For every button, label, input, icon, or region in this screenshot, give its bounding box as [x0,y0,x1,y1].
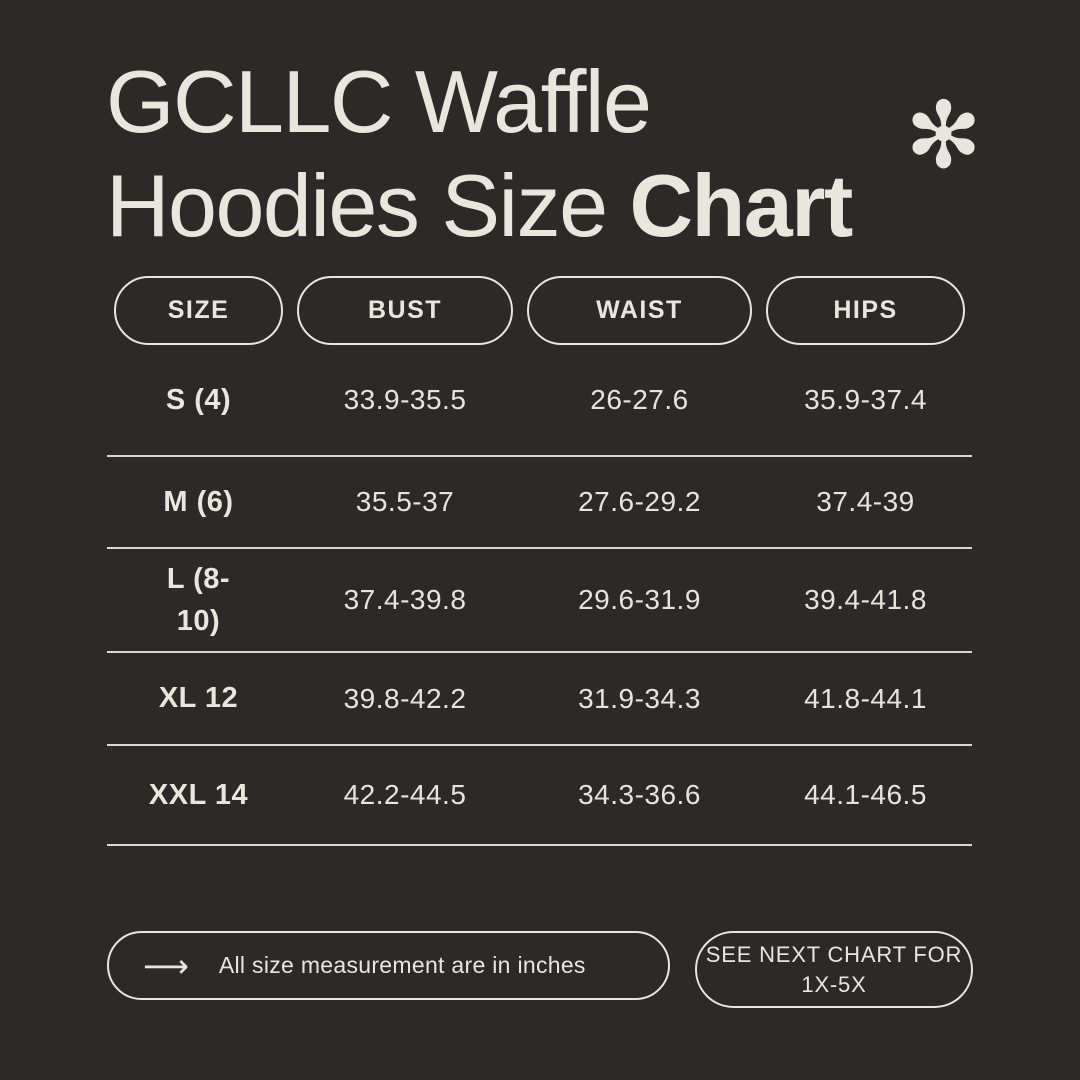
table-row: XXL 14 42.2-44.5 34.3-36.6 44.1-46.5 [107,746,972,846]
waist-cell: 31.9-34.3 [578,682,701,714]
bust-cell: 37.4-39.8 [343,584,467,615]
right-arrow-icon: ⟶ [143,946,189,985]
size-cell: M (6) [163,485,234,518]
waist-cell: 27.6-29.2 [578,486,701,517]
waist-cell: 26-27.6 [590,384,689,415]
next-chart-pill: SEE NEXT CHART FOR 1X-5X [695,931,973,1008]
title-line2: Hoodies Size [106,155,630,255]
table-row: M (6) 35.5-37 27.6-29.2 37.4-39 [107,457,972,549]
waist-cell: 34.3-36.6 [578,779,701,810]
hips-cell: 37.4-39 [816,486,915,517]
page-title: GCLLC Waffle Hoodies Size Chart [106,50,853,258]
units-note-pill: ⟶ All size measurement are in inches [107,931,670,1000]
column-header-size: SIZE [114,276,283,345]
table-row: XL 12 39.8-42.2 31.9-34.3 41.8-44.1 [107,653,972,746]
bust-cell: 35.5-37 [355,486,455,517]
size-table: SIZE BUST WAIST HIPS S (4) 33.9-35.5 26-… [107,276,972,846]
size-cell: S (4) [165,383,232,416]
size-cell: L (8-10) [166,562,231,637]
title-line2-bold: Chart [629,155,853,255]
table-row: S (4) 33.9-35.5 26-27.6 35.9-37.4 [107,345,972,457]
hips-cell: 39.4-41.8 [804,584,927,615]
next-chart-line1: SEE NEXT CHART FOR [705,942,963,968]
title-line1: GCLLC Waffle [106,52,652,151]
bust-cell: 42.2-44.5 [343,779,467,810]
table-row: L (8-10) 37.4-39.8 29.6-31.9 39.4-41.8 [107,549,972,653]
hips-cell: 35.9-37.4 [804,384,927,415]
bust-cell: 39.8-42.2 [343,682,467,714]
bust-cell: 33.9-35.5 [343,384,467,415]
waist-cell: 29.6-31.9 [578,584,701,615]
column-header-waist: WAIST [527,276,752,345]
hips-cell: 41.8-44.1 [804,682,927,714]
size-cell: XL 12 [158,682,239,714]
next-chart-line2: 1X-5X [801,971,867,997]
table-header-row: SIZE BUST WAIST HIPS [107,276,972,345]
footer: ⟶ All size measurement are in inches SEE… [107,931,973,1008]
column-header-bust: BUST [297,276,513,345]
column-header-hips: HIPS [766,276,965,345]
hips-cell: 44.1-46.5 [804,779,927,810]
asterisk-icon: ✻ [905,82,983,189]
size-cell: XXL 14 [148,778,249,811]
units-note-text: All size measurement are in inches [218,952,586,978]
